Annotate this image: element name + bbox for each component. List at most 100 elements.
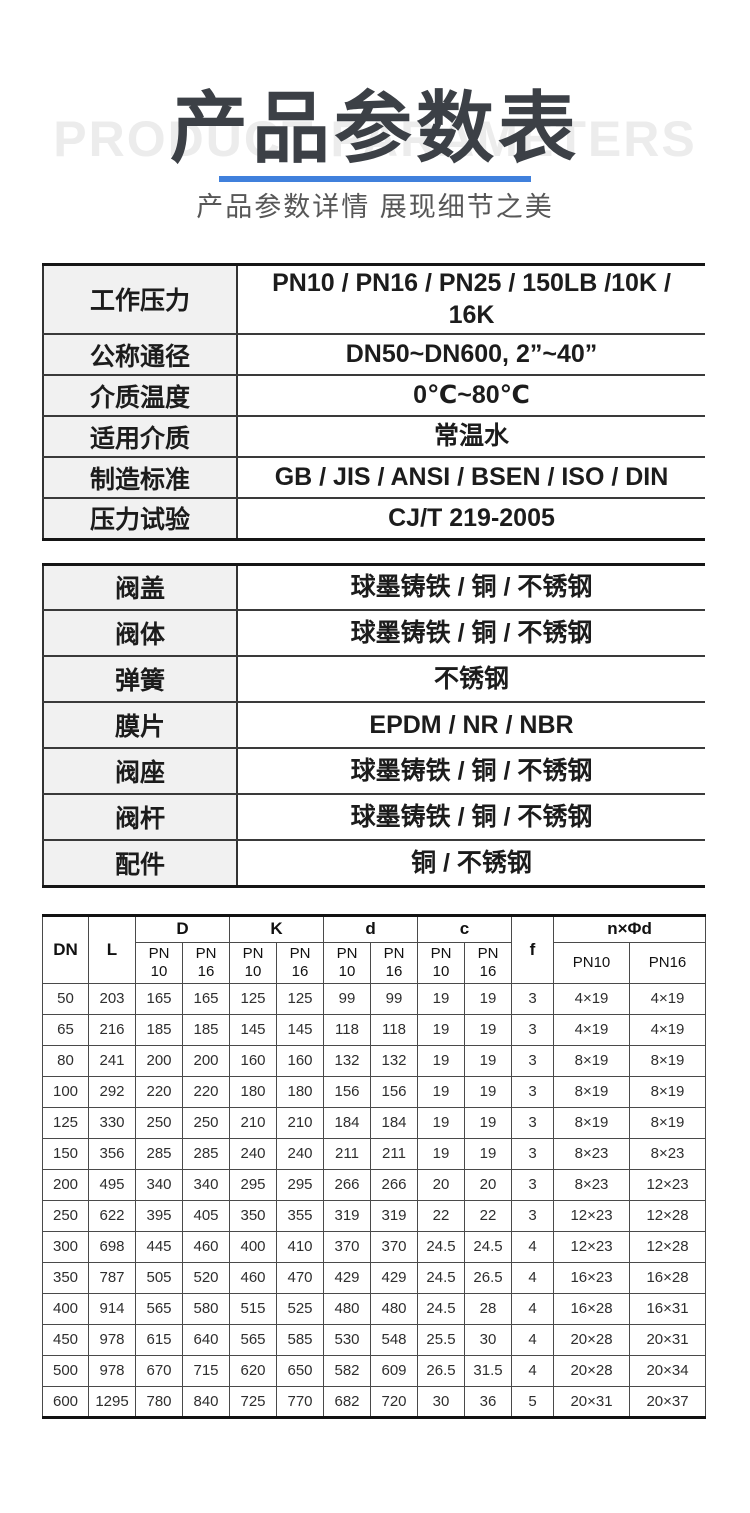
subcol-d-pn16: PN16	[182, 941, 230, 984]
cell-nxd-pn10: 8×19	[553, 1044, 631, 1077]
col-header-d-big: D	[135, 914, 230, 943]
material-table: 阀盖 球墨铸铁 / 铜 / 不锈钢 阀体 球墨铸铁 / 铜 / 不锈钢 弹簧 不…	[42, 562, 705, 888]
cell-f: 4	[511, 1292, 555, 1325]
subcol-c-pn10: PN10	[417, 941, 466, 984]
cell-k-pn10: 460	[229, 1261, 277, 1294]
cell-k-pn10: 400	[229, 1230, 277, 1263]
material-value-cell: 铜 / 不锈钢	[237, 840, 705, 888]
cell-nxd-pn16: 20×31	[629, 1323, 707, 1356]
spec-label-cell: 适用介质	[43, 416, 238, 459]
cell-k-pn16: 585	[276, 1323, 324, 1356]
spec-value-cell: 常温水	[237, 416, 705, 459]
cell-k-pn16: 180	[276, 1075, 324, 1108]
cell-dd-pn10: 156	[323, 1075, 371, 1108]
cell-dd-pn10: 530	[323, 1323, 371, 1356]
subcol-dd-pn16: PN16	[369, 941, 419, 984]
spec-value-cell: CJ/T 219-2005	[237, 498, 705, 541]
material-label-cell: 阀座	[43, 748, 238, 796]
cell-d-pn16: 840	[182, 1385, 230, 1418]
cell-dd-pn16: 99	[369, 982, 419, 1015]
cell-c-pn10: 19	[417, 982, 466, 1015]
cell-f: 4	[511, 1230, 555, 1263]
spec-row: 工作压力 PN10 / PN16 / PN25 / 150LB /10K / 1…	[43, 264, 705, 336]
cell-nxd-pn10: 20×28	[553, 1354, 631, 1387]
cell-nxd-pn10: 8×23	[553, 1168, 631, 1201]
cell-dd-pn10: 429	[323, 1261, 371, 1294]
cell-dn: 600	[42, 1385, 89, 1418]
cell-c-pn16: 24.5	[464, 1230, 513, 1263]
cell-dd-pn10: 118	[323, 1013, 371, 1046]
cell-dn: 50	[42, 982, 89, 1015]
spec-label-cell: 介质温度	[43, 375, 238, 418]
material-row: 阀体 球墨铸铁 / 铜 / 不锈钢	[43, 610, 705, 658]
cell-dn: 125	[42, 1106, 89, 1139]
subcol-c-pn16: PN16	[464, 941, 513, 984]
cell-l: 203	[88, 982, 136, 1015]
cell-dd-pn16: 118	[369, 1013, 419, 1046]
cell-f: 3	[511, 1075, 555, 1108]
cell-dd-pn10: 480	[323, 1292, 371, 1325]
cell-d-pn10: 165	[135, 982, 183, 1015]
cell-k-pn16: 295	[276, 1168, 324, 1201]
cell-f: 4	[511, 1354, 555, 1387]
dimension-row: 50 203 165 165 125 125 99 99 19 19 3 4×1…	[42, 982, 707, 1015]
cell-nxd-pn10: 16×28	[553, 1292, 631, 1325]
cell-dd-pn16: 319	[369, 1199, 419, 1232]
cell-c-pn10: 26.5	[417, 1354, 466, 1387]
cell-k-pn16: 470	[276, 1261, 324, 1294]
cell-c-pn16: 19	[464, 1013, 513, 1046]
dimension-row: 400 914 565 580 515 525 480 480 24.5 28 …	[42, 1292, 707, 1325]
cell-nxd-pn16: 12×28	[629, 1199, 707, 1232]
cell-dd-pn10: 682	[323, 1385, 371, 1418]
spec-row: 适用介质 常温水	[43, 416, 705, 459]
material-label-cell: 阀盖	[43, 564, 238, 612]
subcol-nxd-pn16: PN16	[629, 941, 707, 984]
cell-l: 330	[88, 1106, 136, 1139]
cell-dd-pn16: 132	[369, 1044, 419, 1077]
page-title: 产品参数表	[169, 84, 580, 172]
cell-nxd-pn16: 20×34	[629, 1354, 707, 1387]
cell-f: 3	[511, 1044, 555, 1077]
cell-c-pn10: 22	[417, 1199, 466, 1232]
spec-table: 工作压力 PN10 / PN16 / PN25 / 150LB /10K / 1…	[42, 262, 705, 541]
cell-dd-pn16: 609	[369, 1354, 419, 1387]
cell-nxd-pn10: 4×19	[553, 982, 631, 1015]
cell-nxd-pn16: 4×19	[629, 982, 707, 1015]
material-value-cell: 球墨铸铁 / 铜 / 不锈钢	[237, 610, 705, 658]
subcol-k-pn16: PN16	[276, 941, 324, 984]
cell-l: 978	[88, 1323, 136, 1356]
cell-dd-pn10: 184	[323, 1106, 371, 1139]
cell-l: 1295	[88, 1385, 136, 1418]
cell-c-pn16: 31.5	[464, 1354, 513, 1387]
cell-d-pn16: 715	[182, 1354, 230, 1387]
cell-k-pn16: 125	[276, 982, 324, 1015]
spec-label-cell: 公称通径	[43, 334, 238, 377]
col-header-c: c	[417, 914, 513, 943]
cell-c-pn10: 24.5	[417, 1261, 466, 1294]
cell-k-pn10: 620	[229, 1354, 277, 1387]
cell-c-pn10: 24.5	[417, 1292, 466, 1325]
cell-k-pn16: 160	[276, 1044, 324, 1077]
cell-k-pn16: 355	[276, 1199, 324, 1232]
cell-c-pn10: 19	[417, 1075, 466, 1108]
material-row: 阀盖 球墨铸铁 / 铜 / 不锈钢	[43, 564, 705, 612]
cell-l: 787	[88, 1261, 136, 1294]
dimension-row: 350 787 505 520 460 470 429 429 24.5 26.…	[42, 1261, 707, 1294]
cell-f: 3	[511, 1106, 555, 1139]
cell-d-pn10: 565	[135, 1292, 183, 1325]
spec-label-cell: 工作压力	[43, 264, 238, 336]
subcol-d-pn10: PN10	[135, 941, 183, 984]
cell-d-pn10: 340	[135, 1168, 183, 1201]
cell-dn: 200	[42, 1168, 89, 1201]
cell-k-pn16: 145	[276, 1013, 324, 1046]
cell-c-pn16: 30	[464, 1323, 513, 1356]
subcol-nxd-pn10: PN10	[553, 941, 631, 984]
cell-dn: 80	[42, 1044, 89, 1077]
cell-dn: 500	[42, 1354, 89, 1387]
cell-nxd-pn10: 20×28	[553, 1323, 631, 1356]
cell-dd-pn16: 480	[369, 1292, 419, 1325]
cell-nxd-pn10: 12×23	[553, 1199, 631, 1232]
cell-c-pn16: 19	[464, 1044, 513, 1077]
material-value-cell: EPDM / NR / NBR	[237, 702, 705, 750]
